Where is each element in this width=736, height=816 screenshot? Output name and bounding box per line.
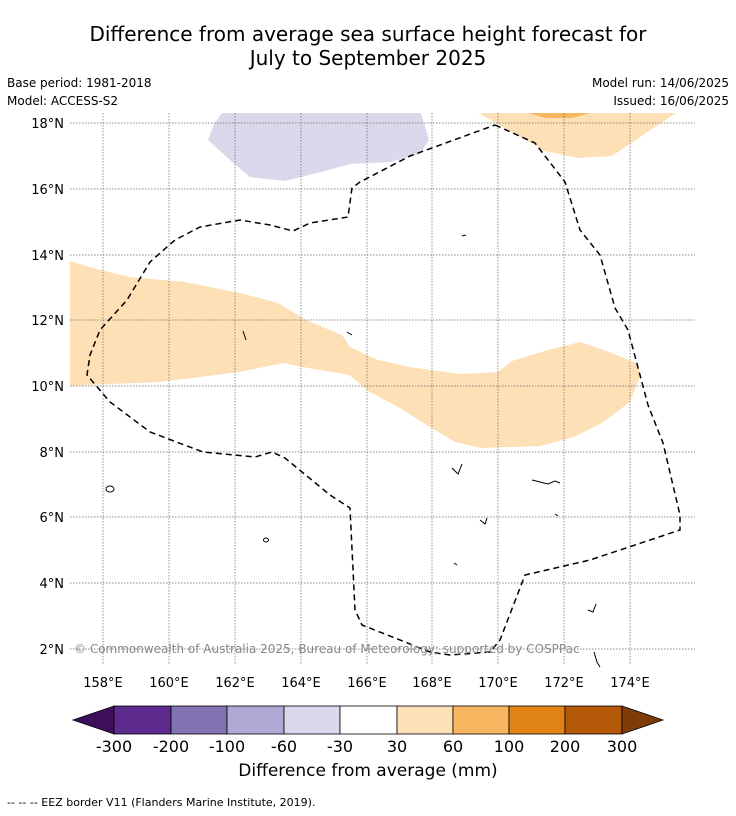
anomaly-region-positive-peak bbox=[528, 113, 590, 118]
lon-label: 160°E bbox=[149, 676, 189, 691]
island bbox=[554, 513, 559, 517]
lat-label: 6°N bbox=[40, 511, 65, 526]
colorbar-tick: 100 bbox=[494, 737, 525, 756]
title-line-2: July to September 2025 bbox=[249, 46, 487, 70]
lon-label: 166°E bbox=[347, 676, 387, 691]
island bbox=[263, 537, 269, 543]
chart-title: Difference from average sea surface heig… bbox=[0, 22, 736, 70]
eez-legend-note: -- -- -- EEZ border V11 (Flanders Marine… bbox=[7, 796, 316, 809]
colorbar-min-extension bbox=[71, 705, 115, 735]
lon-label: 168°E bbox=[412, 676, 452, 691]
copyright-notice: © Commonwealth of Australia 2025, Bureau… bbox=[74, 642, 580, 656]
colorbar-swatch bbox=[452, 705, 510, 735]
colorbar-swatch bbox=[283, 705, 341, 735]
lat-label: 10°N bbox=[31, 380, 64, 395]
lat-label: 14°N bbox=[31, 249, 64, 264]
meta-right: Model run: 14/06/2025 Issued: 16/06/2025 bbox=[592, 74, 729, 110]
lat-label: 16°N bbox=[31, 183, 64, 198]
colorbar-swatch bbox=[170, 705, 228, 735]
anomaly-region-positive-northeast bbox=[478, 113, 676, 158]
colorbar-swatch bbox=[564, 705, 623, 735]
lon-label: 170°E bbox=[478, 676, 518, 691]
map-area bbox=[70, 113, 695, 668]
colorbar-swatch bbox=[339, 705, 398, 735]
lat-label: 18°N bbox=[31, 117, 64, 132]
colorbar-swatch bbox=[508, 705, 566, 735]
island bbox=[479, 517, 488, 525]
colorbar-label: Difference from average (mm) bbox=[238, 761, 498, 781]
lon-label: 174°E bbox=[610, 676, 650, 691]
anomaly-region-negative-north bbox=[208, 113, 429, 181]
model-run: Model run: 14/06/2025 bbox=[591, 76, 729, 90]
island bbox=[242, 330, 247, 341]
colorbar-tick: 30 bbox=[387, 737, 407, 756]
colorbar-tick: 60 bbox=[443, 737, 463, 756]
base-period: Base period: 1981-2018 bbox=[7, 76, 152, 90]
island bbox=[461, 234, 467, 237]
island bbox=[451, 463, 463, 475]
latitude-labels: 18°N 16°N 14°N 12°N 10°N 8°N 6°N 4°N 2°N bbox=[31, 117, 64, 658]
colorbar-tick-labels: -300 -200 -100 -60 -30 30 60 100 200 300 bbox=[96, 737, 637, 756]
colorbar-tick: -100 bbox=[209, 737, 245, 756]
island bbox=[346, 331, 353, 336]
title-line-1: Difference from average sea surface heig… bbox=[89, 22, 647, 46]
colorbar-tick: 300 bbox=[607, 737, 638, 756]
island bbox=[593, 651, 601, 668]
colorbar-tick: -200 bbox=[153, 737, 189, 756]
eez-border bbox=[86, 124, 681, 656]
colorbar-max-extension bbox=[621, 705, 665, 735]
colorbar-tick: 200 bbox=[550, 737, 581, 756]
island bbox=[105, 485, 115, 493]
issued-date: Issued: 16/06/2025 bbox=[613, 94, 729, 108]
lon-label: 162°E bbox=[215, 676, 255, 691]
colorbar-tick: -300 bbox=[96, 737, 132, 756]
meta-left: Base period: 1981-2018 Model: ACCESS-S2 bbox=[7, 74, 152, 110]
graticule bbox=[70, 113, 695, 664]
colorbar-swatch bbox=[226, 705, 285, 735]
island-outlines bbox=[105, 234, 601, 668]
colorbar bbox=[71, 705, 665, 735]
anomaly-region-positive-central bbox=[70, 261, 640, 448]
island bbox=[587, 603, 597, 613]
colorbar-tick: -30 bbox=[327, 737, 353, 756]
longitude-labels: 158°E 160°E 162°E 164°E 166°E 168°E 170°… bbox=[83, 676, 650, 691]
lon-label: 172°E bbox=[544, 676, 584, 691]
lat-label: 12°N bbox=[31, 314, 64, 329]
island bbox=[453, 562, 458, 566]
lat-label: 4°N bbox=[40, 577, 65, 592]
lon-label: 158°E bbox=[83, 676, 123, 691]
colorbar-swatch bbox=[396, 705, 454, 735]
lat-label: 8°N bbox=[40, 446, 65, 461]
colorbar-tick: -60 bbox=[271, 737, 297, 756]
lat-label: 2°N bbox=[40, 643, 65, 658]
model-name: Model: ACCESS-S2 bbox=[7, 94, 119, 108]
island bbox=[531, 479, 561, 485]
lon-label: 164°E bbox=[281, 676, 321, 691]
colorbar-swatch bbox=[113, 705, 172, 735]
